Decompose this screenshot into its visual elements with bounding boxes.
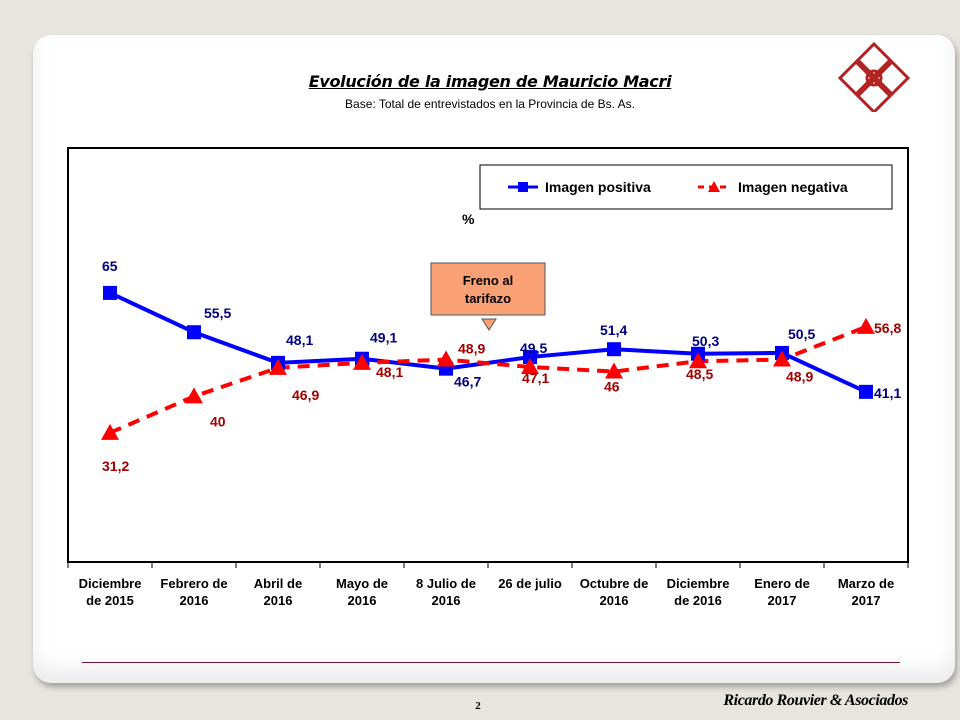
negative-marker <box>185 387 203 404</box>
chart-title: Evolución de la imagen de Mauricio Macri <box>308 72 672 91</box>
negative-marker <box>521 358 539 375</box>
positive-data-label: 51,4 <box>600 322 627 338</box>
legend-positive-label: Imagen positiva <box>545 179 651 195</box>
footer-divider <box>82 662 900 663</box>
brand-footer: Ricardo Rouvier & Asociados <box>723 692 908 709</box>
positive-marker <box>859 384 873 399</box>
x-tick-label-line: Marzo de <box>838 576 894 591</box>
positive-data-label: 48,1 <box>286 332 313 348</box>
x-tick-label-line: 2016 <box>348 593 377 608</box>
x-tick-label-line: Febrero de <box>160 576 227 591</box>
x-tick-label-line: 26 de julio <box>498 576 562 591</box>
positive-data-label: 41,1 <box>874 385 901 401</box>
negative-data-label: 46,9 <box>292 387 319 403</box>
positive-data-label: 50,3 <box>692 333 719 349</box>
negative-marker <box>437 350 455 367</box>
x-tick-label-line: Enero de <box>754 576 810 591</box>
x-tick-label-line: Diciembre <box>667 576 730 591</box>
red-diamond-grid-logo-icon <box>837 42 911 112</box>
x-tick-label-line: 8 Julio de <box>416 576 476 591</box>
x-tick-label-line: 2016 <box>180 593 209 608</box>
x-tick-label-line: Octubre de <box>580 576 649 591</box>
x-tick-label: Enero de 2017 <box>754 576 810 608</box>
annotation-text: Freno al tarifazo <box>463 273 514 306</box>
x-tick-label: 26 de julio <box>498 576 562 591</box>
positive-marker <box>103 285 117 300</box>
negative-marker <box>857 317 875 334</box>
x-tick-label-line: de 2016 <box>674 593 722 608</box>
page-number: 2 <box>475 700 481 712</box>
legend-box <box>479 164 893 210</box>
x-tick-label: Mayo de 2016 <box>336 576 388 608</box>
positive-data-label: 50,5 <box>788 326 815 342</box>
x-tick-label: Abril de 2016 <box>254 576 302 608</box>
x-tick-label-line: 2016 <box>600 593 629 608</box>
positive-data-label: 46,7 <box>454 374 481 390</box>
positive-marker <box>607 342 621 357</box>
positive-data-label: 55,5 <box>204 305 231 321</box>
x-tick-label: Marzo de 2017 <box>838 576 894 608</box>
negative-data-label: 31,2 <box>102 458 129 474</box>
positive-marker <box>523 350 537 365</box>
legend-negative-marker <box>708 181 720 192</box>
y-axis-label: % <box>462 211 475 227</box>
x-axis-labels: Diciembre de 2015 Febrero de 2016 Abril de 20… <box>79 576 895 608</box>
negative-data-label: 48,9 <box>458 341 485 357</box>
negative-data-label: 56,8 <box>874 320 901 336</box>
annotation-pointer-icon <box>481 318 497 331</box>
negative-marker <box>101 423 119 440</box>
data-labels: 65 55,5 48,1 49,1 46,7 49,5 51,4 50,3 50,5 41,1 31… <box>102 258 901 474</box>
series-markers <box>101 285 875 440</box>
negative-marker <box>353 353 371 370</box>
x-tick-label: 8 Julio de 2016 <box>416 576 476 608</box>
x-tick-label: Diciembre de 2016 <box>667 576 730 608</box>
x-tick-label-line: de 2015 <box>86 593 134 608</box>
positive-data-label: 49,5 <box>520 340 547 356</box>
x-tick-label: Febrero de 2016 <box>160 576 227 608</box>
legend-negative-label: Imagen negativa <box>738 179 848 195</box>
chart-subtitle: Base: Total de entrevistados en la Provi… <box>345 97 635 111</box>
annotation-callout: Freno al tarifazo <box>430 262 546 331</box>
series-lines <box>109 291 867 435</box>
x-tick-label: Diciembre de 2015 <box>79 576 142 608</box>
negative-data-label: 47,1 <box>522 370 549 386</box>
x-tick-label-line: 2016 <box>264 593 293 608</box>
positive-data-label: 49,1 <box>370 330 397 346</box>
annotation-box <box>430 262 546 316</box>
negative-data-label: 46 <box>604 379 620 395</box>
negative-marker <box>773 350 791 367</box>
x-tick-label-line: 2017 <box>852 593 881 608</box>
negative-data-label: 48,9 <box>786 369 813 385</box>
x-tick-label-line: 2016 <box>432 593 461 608</box>
annotation-text-line: tarifazo <box>465 291 511 306</box>
positive-data-label: 65 <box>102 258 118 274</box>
negative-marker <box>269 358 287 375</box>
negative-data-label: 48,5 <box>686 366 713 382</box>
x-tick-label-line: Diciembre <box>79 576 142 591</box>
x-tick-label: Octubre de 2016 <box>580 576 649 608</box>
x-tick-label-line: 2017 <box>768 593 797 608</box>
negative-data-label: 40 <box>210 413 226 429</box>
x-axis-ticks <box>67 562 909 568</box>
negative-marker <box>689 352 707 369</box>
negative-marker <box>605 362 623 379</box>
legend: Imagen positiva Imagen negativa <box>479 164 893 210</box>
annotation-text-line: Freno al <box>463 273 514 288</box>
negative-data-label: 48,1 <box>376 364 403 380</box>
negative-series-line <box>109 324 867 435</box>
x-tick-label-line: Abril de <box>254 576 302 591</box>
x-tick-label-line: Mayo de <box>336 576 388 591</box>
positive-marker <box>187 325 201 340</box>
legend-positive-marker <box>518 182 528 192</box>
